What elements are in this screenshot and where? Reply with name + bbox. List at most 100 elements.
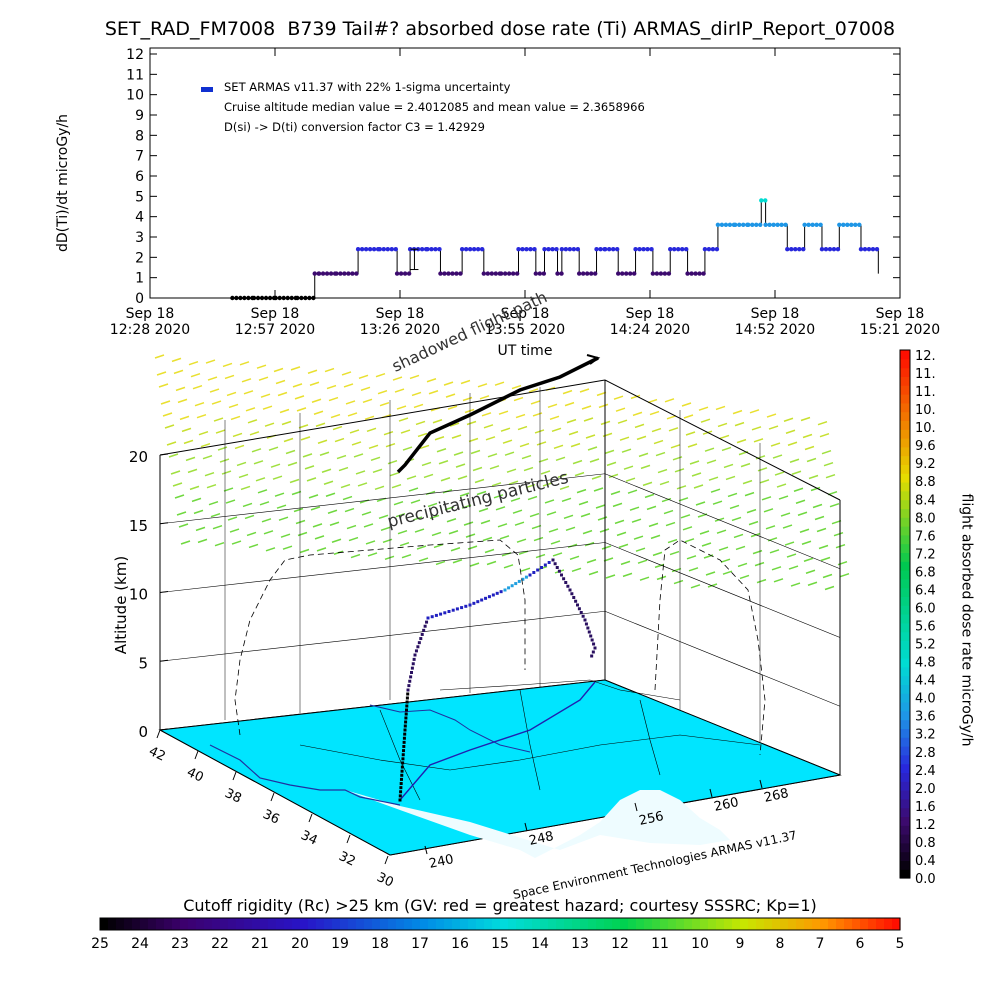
track-point [528, 573, 532, 577]
colorbar-segment [900, 605, 910, 615]
particle-mark [759, 479, 770, 484]
data-point [363, 247, 369, 252]
particle-mark [172, 482, 183, 487]
particle-mark [549, 415, 560, 420]
rigidity-segment [772, 918, 781, 930]
data-point [676, 247, 681, 252]
particle-mark [210, 513, 221, 518]
rigidity-segment [212, 918, 221, 930]
rigidity-segment [668, 918, 677, 930]
precipitating-particles-field [154, 354, 850, 591]
track-point [404, 716, 408, 720]
particle-mark [602, 432, 613, 438]
state-border [439, 679, 681, 701]
particle-mark [219, 458, 230, 463]
particle-mark [375, 372, 386, 378]
rigidity-tick-label: 24 [131, 936, 149, 952]
track-point [405, 708, 408, 712]
particle-mark [493, 494, 504, 499]
particle-mark [342, 495, 353, 501]
particle-mark [647, 398, 658, 404]
particle-mark [258, 376, 269, 381]
rigidity-segment [492, 918, 501, 930]
particle-mark [504, 451, 515, 456]
particle-mark [824, 585, 835, 591]
particle-mark [672, 456, 683, 461]
data-point [312, 271, 317, 276]
data-point [559, 247, 565, 252]
particle-mark [483, 424, 494, 429]
z-tick-label: 15 [129, 517, 148, 535]
track-point [581, 614, 585, 618]
y-tick-label: 12 [126, 47, 144, 63]
particle-mark [663, 509, 674, 515]
data-point [273, 295, 278, 301]
grid-line [159, 610, 606, 662]
rigidity-segment [260, 918, 269, 930]
lon-tick-label: 260 [713, 795, 740, 815]
colorbar-tick-label: 12. [915, 349, 936, 364]
rigidity-segment [284, 918, 293, 930]
particle-mark [174, 494, 185, 499]
colorbar-tick-label: 8.0 [915, 511, 936, 526]
rigidity-segment [252, 918, 261, 930]
z-tick [159, 659, 169, 662]
particle-mark [769, 549, 780, 554]
rigidity-segment [268, 918, 277, 930]
rigidity-tick-label: 21 [251, 936, 269, 952]
data-point [242, 295, 247, 301]
track-point [401, 753, 405, 757]
lon-tick [634, 802, 638, 812]
colorbar-segment [900, 851, 910, 861]
particle-mark [823, 461, 834, 467]
rigidity-segment [804, 918, 813, 930]
data-point [299, 295, 304, 301]
particle-mark [825, 473, 836, 479]
data-point [571, 247, 577, 252]
particle-mark [804, 445, 815, 451]
particle-mark [817, 420, 828, 426]
data-point [741, 222, 746, 227]
particle-mark [634, 423, 645, 429]
particle-mark [229, 528, 240, 533]
particle-mark [618, 543, 629, 549]
particle-mark [812, 503, 823, 509]
particle-mark [740, 462, 751, 468]
x-tick-label: 12:28 2020 [110, 322, 190, 338]
colorbar-segment [900, 666, 910, 677]
y-tick-label: 11 [126, 67, 144, 83]
particle-mark [532, 412, 543, 417]
track-point [593, 646, 597, 650]
y-tick-label: 7 [135, 149, 144, 165]
particle-mark [193, 509, 204, 515]
data-point [381, 247, 386, 252]
track-point [416, 645, 420, 649]
particle-mark [680, 514, 691, 519]
particle-mark [309, 381, 320, 386]
colorbar-tick-label: 11. [915, 367, 936, 382]
particle-mark [674, 468, 685, 473]
rigidity-segment [324, 918, 333, 930]
track-point [414, 649, 418, 653]
particle-mark [778, 495, 789, 500]
x-tick-label: 14:24 2020 [610, 322, 690, 338]
rigidity-segment [676, 918, 685, 930]
particle-mark [326, 384, 337, 390]
particle-mark [156, 371, 167, 376]
particle-mark [538, 458, 549, 463]
y-tick-label: 4 [135, 210, 144, 226]
particle-mark [572, 459, 583, 465]
particle-mark [253, 460, 264, 465]
particle-mark [513, 396, 524, 402]
track-point [560, 573, 563, 577]
particle-mark [261, 518, 272, 523]
rigidity-segment [820, 918, 829, 930]
particle-mark [748, 520, 759, 526]
track-point [536, 568, 540, 572]
particle-mark [446, 518, 457, 523]
particle-mark [248, 543, 259, 549]
data-point [550, 247, 555, 252]
particle-mark [629, 506, 640, 511]
particle-mark [785, 429, 796, 434]
particle-mark [550, 540, 561, 545]
